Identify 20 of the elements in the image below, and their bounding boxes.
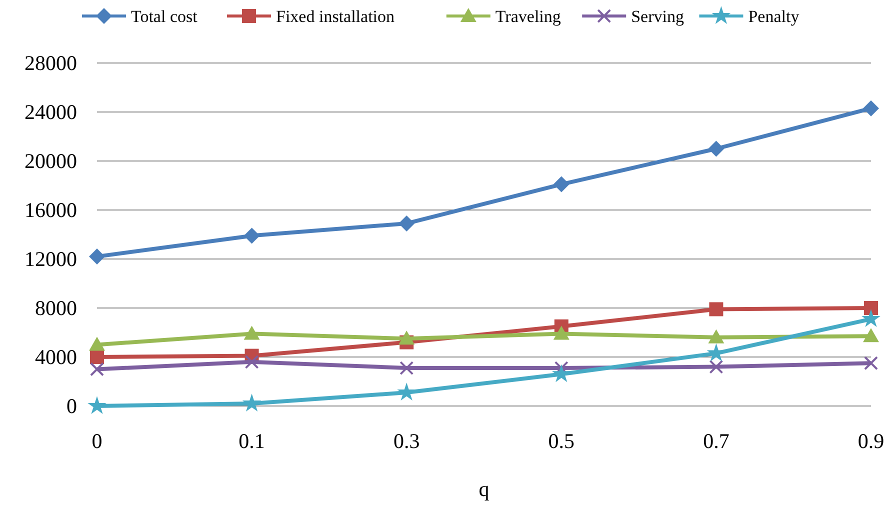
y-tick-label: 0	[66, 394, 77, 418]
x-axis-title: q	[478, 477, 490, 501]
y-tick-label: 28000	[24, 51, 77, 75]
legend-label: Fixed installation	[276, 7, 396, 26]
legend-label: Total cost	[131, 7, 198, 26]
y-tick-label: 16000	[24, 198, 77, 222]
y-tick-label: 4000	[35, 345, 77, 369]
legend-label: Traveling	[495, 7, 562, 26]
x-tick-label: 0.5	[548, 429, 575, 453]
x-tick-label: 0.7	[703, 429, 730, 453]
x-tick-label: 0.9	[858, 429, 884, 453]
y-tick-label: 12000	[24, 247, 77, 271]
y-tick-label: 20000	[24, 149, 77, 173]
y-tick-label: 24000	[24, 100, 77, 124]
x-tick-label: 0.3	[393, 429, 420, 453]
x-tick-label: 0.1	[238, 429, 265, 453]
legend-label: Penalty	[748, 7, 800, 26]
legend-label: Serving	[631, 7, 684, 26]
y-tick-label: 8000	[35, 296, 77, 320]
x-tick-label: 0	[92, 429, 102, 453]
